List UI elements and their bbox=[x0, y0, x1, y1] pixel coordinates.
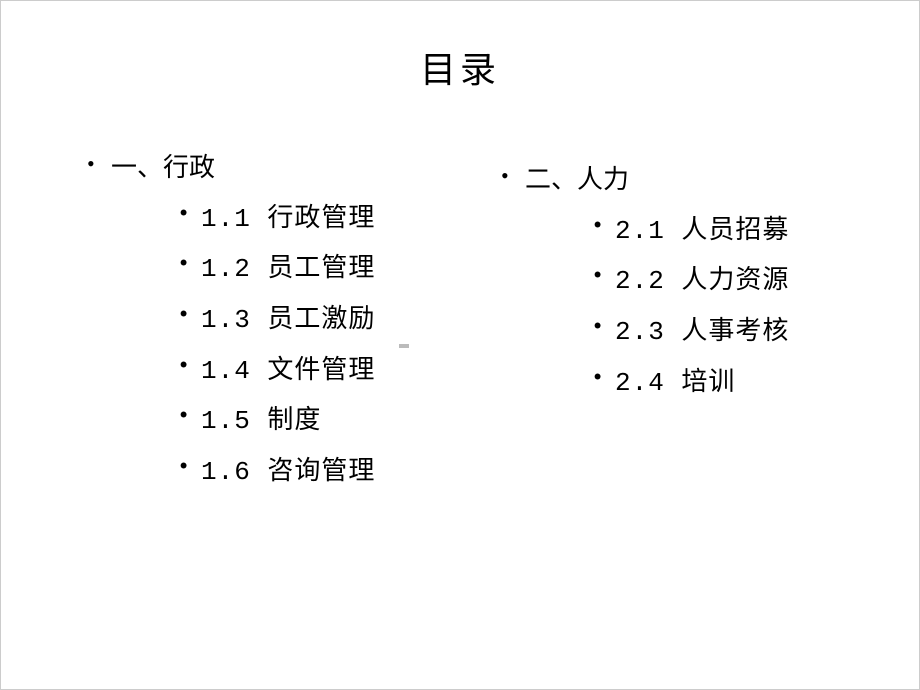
list-item: 2.1 人员招募 bbox=[495, 206, 859, 257]
slide-container: 目录 一、行政 1.1 行政管理 1.2 员工管理 1.3 员工激励 1.4 文… bbox=[1, 1, 919, 689]
list-item: 2.4 培训 bbox=[495, 358, 859, 409]
page-title: 目录 bbox=[61, 41, 859, 93]
list-item: 1.3 员工激励 bbox=[81, 295, 445, 346]
right-column: 二、人力 2.1 人员招募 2.2 人力资源 2.3 人事考核 2.4 培训 bbox=[485, 143, 859, 498]
page-indicator bbox=[399, 344, 409, 348]
left-column: 一、行政 1.1 行政管理 1.2 员工管理 1.3 员工激励 1.4 文件管理… bbox=[61, 143, 445, 498]
list-item: 1.2 员工管理 bbox=[81, 244, 445, 295]
list-item: 1.1 行政管理 bbox=[81, 194, 445, 245]
columns-container: 一、行政 1.1 行政管理 1.2 员工管理 1.3 员工激励 1.4 文件管理… bbox=[61, 143, 859, 498]
list-item: 1.6 咨询管理 bbox=[81, 447, 445, 498]
list-item: 1.5 制度 bbox=[81, 396, 445, 447]
list-item: 1.4 文件管理 bbox=[81, 346, 445, 397]
list-item: 2.3 人事考核 bbox=[495, 307, 859, 358]
right-heading: 二、人力 bbox=[495, 155, 859, 206]
right-list: 二、人力 2.1 人员招募 2.2 人力资源 2.3 人事考核 2.4 培训 bbox=[495, 155, 859, 408]
left-heading: 一、行政 bbox=[81, 143, 445, 194]
left-list: 一、行政 1.1 行政管理 1.2 员工管理 1.3 员工激励 1.4 文件管理… bbox=[81, 143, 445, 498]
list-item: 2.2 人力资源 bbox=[495, 256, 859, 307]
